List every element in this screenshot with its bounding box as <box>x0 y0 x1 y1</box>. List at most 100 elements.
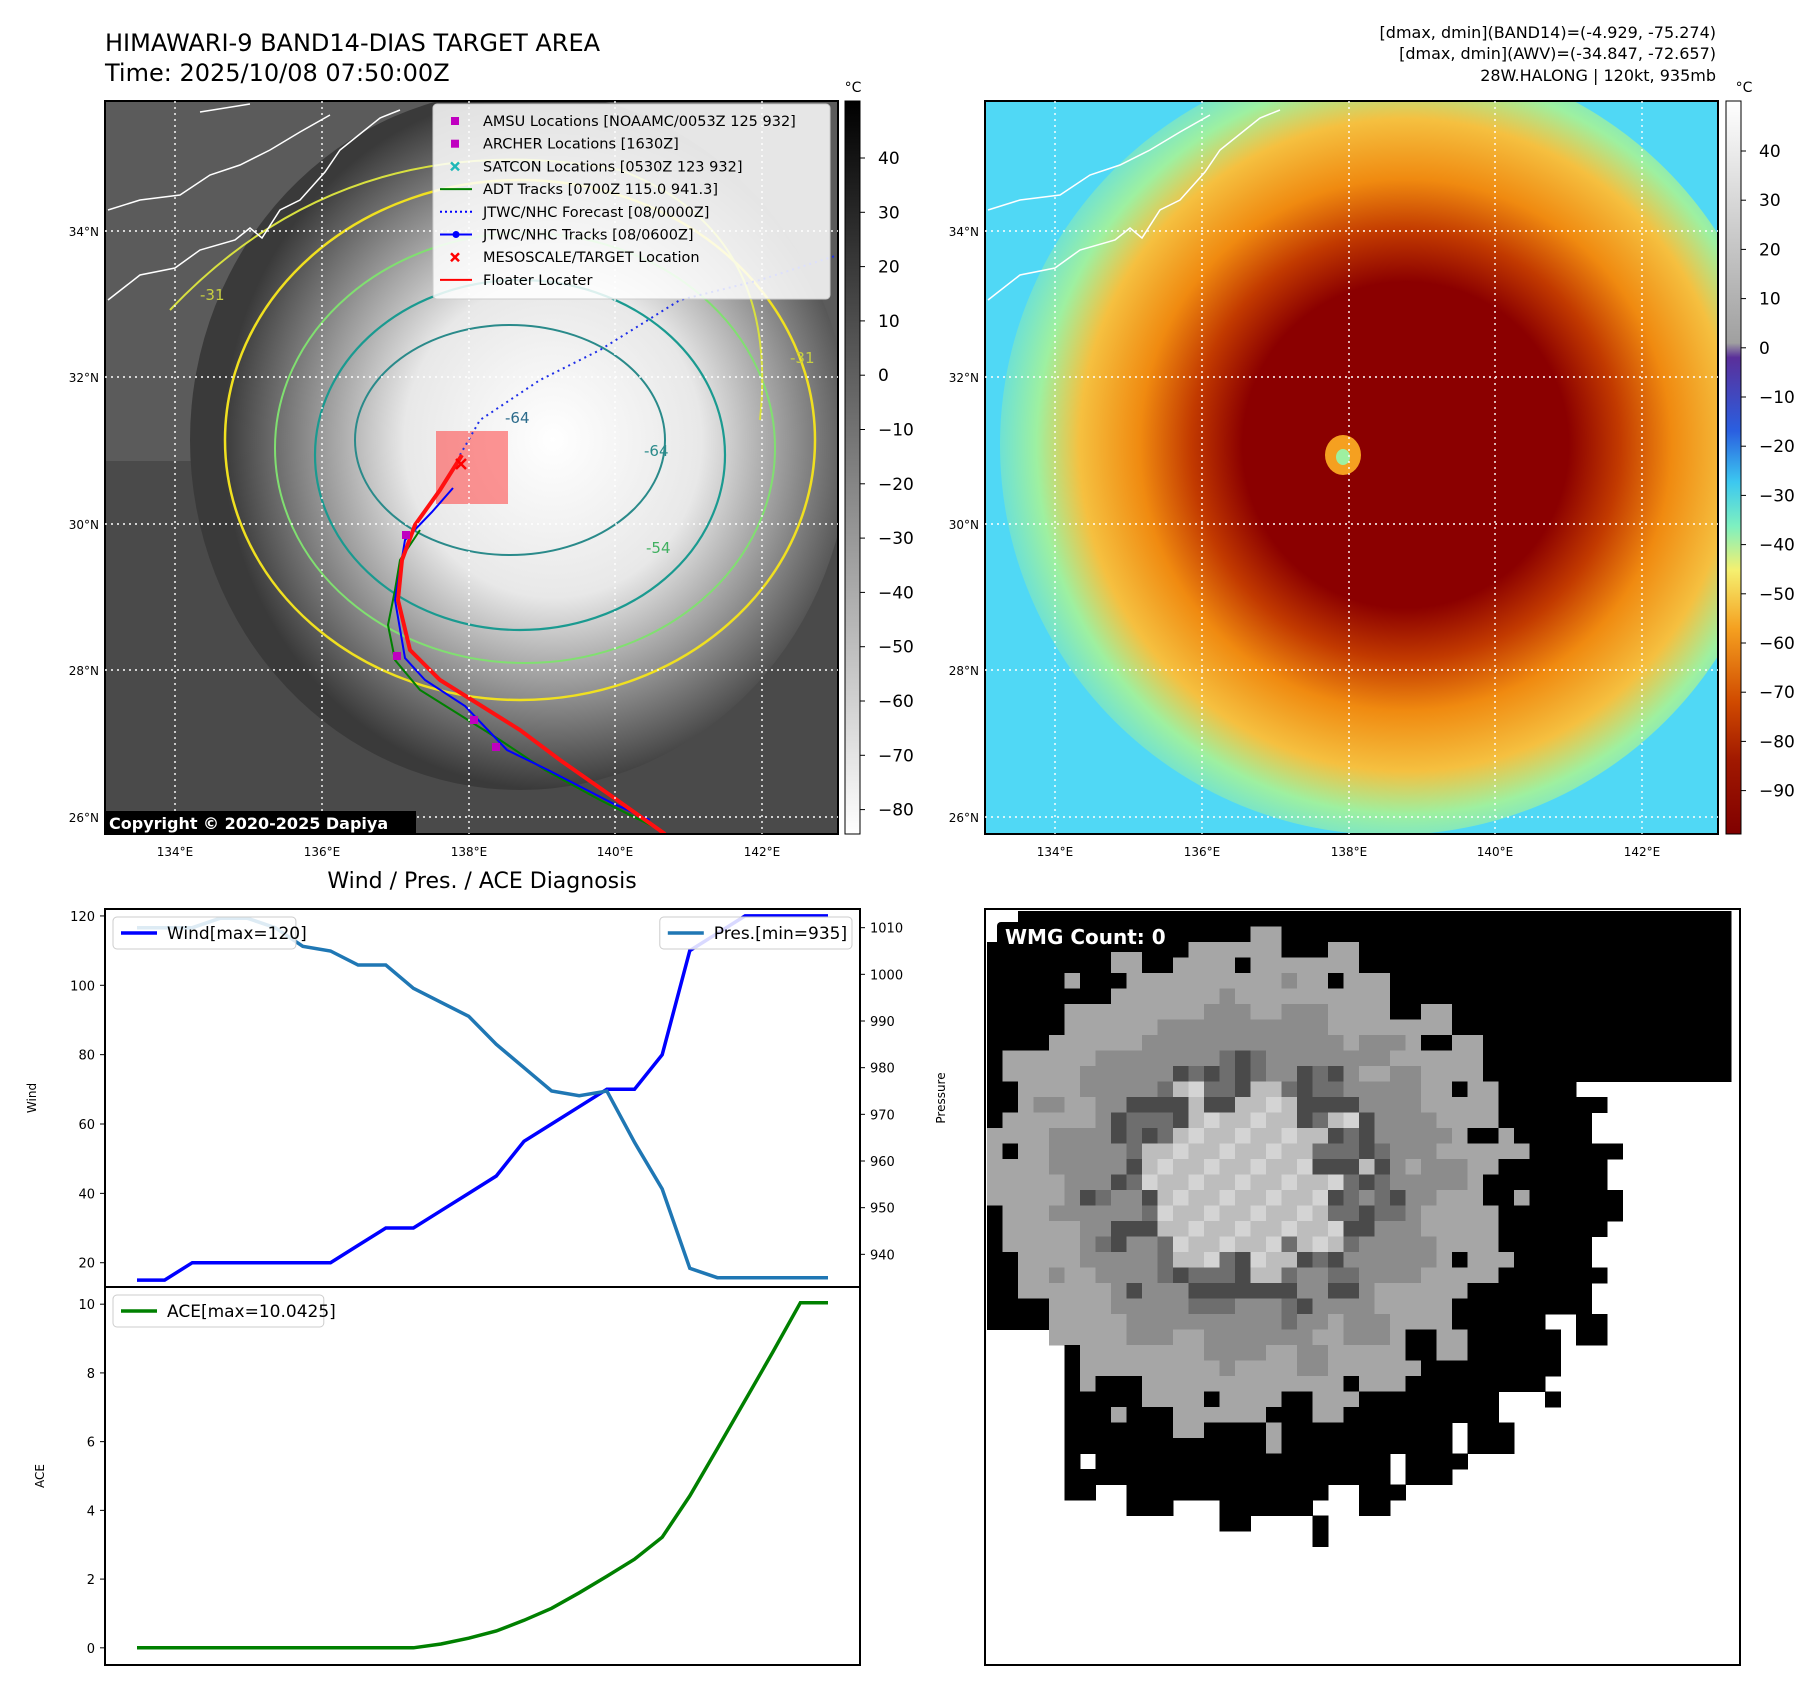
wmg-cell <box>1312 1360 1329 1377</box>
wmg-cell <box>1343 1422 1360 1439</box>
wmg-cell <box>1204 1128 1220 1144</box>
y-tick-label: 8 <box>87 1367 95 1382</box>
wmg-cell <box>1700 942 1716 958</box>
wmg-cell <box>1142 1314 1158 1330</box>
wmg-cell <box>1126 1407 1143 1423</box>
wmg-cell <box>1080 1174 1096 1191</box>
wmg-cell <box>1374 1035 1391 1051</box>
wmg-cell <box>1483 1205 1499 1222</box>
wmg-cell <box>1033 1283 1050 1299</box>
wmg-cell <box>1095 1345 1112 1361</box>
wmg-cell <box>1312 1283 1329 1299</box>
wmg-cell <box>1374 973 1391 989</box>
wmg-cell <box>1033 1159 1050 1175</box>
wmg-cell <box>1250 1329 1267 1346</box>
wmg-cell <box>1576 957 1592 974</box>
wmg-cell <box>1622 942 1639 958</box>
wmg-cell <box>1560 1174 1577 1191</box>
wmg-cell <box>1359 1143 1375 1160</box>
wmg-cell <box>1111 1314 1127 1330</box>
wmg-cell <box>1421 1035 1437 1051</box>
wmg-cell <box>1359 1422 1375 1439</box>
wmg-cell <box>1018 1190 1034 1206</box>
wmg-cell <box>1157 1221 1174 1237</box>
wmg-cell <box>1033 1267 1050 1284</box>
wmg-cell <box>1250 1066 1267 1082</box>
wmg-cell <box>1219 1422 1236 1439</box>
wmg-cell <box>1142 1345 1158 1361</box>
wmg-cell <box>1467 1376 1484 1392</box>
wmg-cell <box>1173 1190 1189 1206</box>
wmg-cell <box>1421 1314 1437 1330</box>
wmg-cell <box>1018 1236 1034 1253</box>
wmg-cell <box>1002 1143 1019 1160</box>
wmg-cell <box>987 1081 1003 1098</box>
pressure-axis-label: Pressure <box>934 1072 948 1123</box>
wmg-cell <box>1002 1112 1019 1129</box>
wmg-cell <box>1312 1066 1329 1082</box>
wmg-cell <box>1436 1298 1453 1315</box>
wmg-cell <box>1188 1190 1205 1206</box>
wmg-cell <box>1700 988 1716 1005</box>
wmg-cell <box>1281 1329 1298 1346</box>
wmg-cell <box>1281 942 1298 958</box>
wmg-cell <box>1250 1019 1267 1036</box>
wmg-cell <box>1607 1035 1623 1051</box>
wmg-cell <box>1297 1345 1313 1361</box>
wmg-cell <box>1219 988 1236 1005</box>
wmg-cell <box>1452 1004 1468 1020</box>
wmg-cell <box>1576 1159 1592 1175</box>
wmg-cell <box>1359 1469 1375 1485</box>
wmg-cell <box>1235 911 1251 927</box>
wmg-cell <box>1467 1035 1484 1051</box>
wmg-cell <box>1266 942 1282 958</box>
wmg-cell <box>1126 1112 1143 1129</box>
wmg-cell <box>1219 1097 1236 1113</box>
wmg-cell <box>1002 1004 1019 1020</box>
wmg-cell <box>1297 1438 1313 1454</box>
wmg-cell <box>1328 1221 1344 1237</box>
wmg-cell <box>1188 1345 1205 1361</box>
wmg-cell <box>1467 1391 1484 1408</box>
wmg-cell <box>1421 1205 1437 1222</box>
wmg-cell <box>987 1128 1003 1144</box>
y-right-tick-label: 950 <box>870 1202 895 1217</box>
wmg-cell <box>1266 1205 1282 1222</box>
wmg-cell <box>1328 1004 1344 1020</box>
wmg-cell <box>1219 1252 1236 1268</box>
wmg-cell <box>1142 1019 1158 1036</box>
wmg-cell <box>1064 1128 1081 1144</box>
wmg-cell <box>1157 1267 1174 1284</box>
wmg-cell <box>1328 1097 1344 1113</box>
wmg-cell <box>1328 1329 1344 1346</box>
wmg-cell <box>1235 1019 1251 1036</box>
colorbar-tick-label: 40 <box>1759 142 1781 162</box>
wmg-cell <box>1498 1097 1515 1113</box>
wmg-cell <box>1095 1035 1112 1051</box>
wmg-cell <box>1405 1453 1422 1470</box>
wmg-cell <box>1359 1019 1375 1036</box>
wmg-cell <box>1498 973 1515 989</box>
wmg-cell <box>1111 1112 1127 1129</box>
wmg-cell <box>1312 1298 1329 1315</box>
wmg-cell <box>1188 1422 1205 1439</box>
wmg-cell <box>1188 1035 1205 1051</box>
wmg-cell <box>1405 988 1422 1005</box>
wmg-cell <box>1049 1298 1065 1315</box>
wmg-cell <box>1514 942 1530 958</box>
wmg-cell <box>1188 1205 1205 1222</box>
wmg-cell <box>1173 1407 1189 1423</box>
wmg-cell <box>1297 1174 1313 1191</box>
wmg-cell <box>1390 1190 1406 1206</box>
wmg-cell <box>987 1174 1003 1191</box>
wmg-cell <box>1002 1174 1019 1191</box>
wmg-cell <box>1204 1345 1220 1361</box>
wmg-cell <box>1576 1174 1592 1191</box>
wmg-cell <box>1142 1453 1158 1470</box>
wmg-cell <box>1669 957 1685 974</box>
wmg-cell <box>1591 1267 1608 1284</box>
wmg-cell <box>1343 1267 1360 1284</box>
wmg-cell <box>1374 1252 1391 1268</box>
wmg-cell <box>1421 1422 1437 1439</box>
